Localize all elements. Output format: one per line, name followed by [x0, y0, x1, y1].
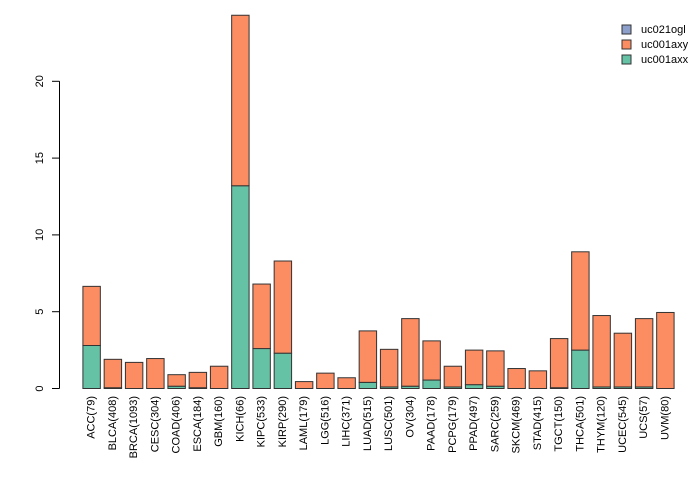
bar-segment-uc001axy [613, 332, 633, 388]
x-tick-label: TGCT(150) [553, 396, 565, 452]
x-tick-label: PCPG(179) [447, 396, 459, 453]
bar-segment-uc001axy [358, 330, 378, 383]
bars-group [82, 14, 675, 390]
bar-segment-uc001axy [401, 318, 420, 387]
bar-segment-uc001axy [188, 371, 208, 389]
bar-segment-uc001axx [82, 344, 101, 389]
legend-swatch [621, 24, 632, 35]
bar-segment-uc001axx [231, 185, 250, 389]
bar-segment-uc001axx [464, 384, 484, 390]
x-tick-label: BRCA(1093) [128, 396, 140, 458]
x-tick-label: LIHC(371) [341, 396, 353, 447]
bar-segment-uc001axy [464, 349, 484, 386]
bar-segment-uc001axy [82, 285, 101, 346]
bar-segment-uc001axy [422, 340, 441, 381]
y-tick-label: 15 [34, 152, 46, 164]
bar-segment-uc001axx [273, 352, 293, 390]
x-tick-label: LUAD(515) [362, 396, 374, 451]
bar-segment-uc001axy [294, 381, 314, 389]
bar-segment-uc001axy [252, 283, 271, 350]
bar-segment-uc001axy [273, 260, 293, 354]
bar-segment-uc001axy [507, 368, 526, 389]
bar-segment-uc001axy [124, 361, 144, 390]
legend-label: uc021ogl [641, 24, 686, 36]
x-tick-label: UCEC(545) [617, 396, 629, 453]
x-tick-label: LUSC(501) [383, 396, 395, 451]
bar-segment-uc001axy [209, 365, 229, 390]
x-tick-label: SKCM(469) [511, 396, 523, 453]
y-tick-label: 20 [34, 75, 46, 87]
x-tick-label: ACC(79) [86, 396, 98, 439]
bar-segment-uc001axy [549, 338, 569, 389]
x-tick-label: BLCA(408) [107, 396, 119, 450]
legend-label: uc001axy [641, 39, 689, 51]
bar-segment-uc001axy [103, 358, 123, 389]
bar-segment-uc001axy [146, 358, 165, 389]
x-tick-label: THCA(501) [574, 396, 586, 452]
y-tick-label: 10 [34, 229, 46, 241]
y-tick-label: 0 [34, 385, 46, 391]
x-tick-label: PPAD(497) [468, 396, 480, 451]
x-tick-label: GBM(160) [213, 396, 225, 447]
x-tick-label: COAD(406) [171, 396, 183, 453]
legend-swatch [621, 54, 632, 65]
y-axis: 0 5 10 15 20 [34, 75, 60, 392]
y-tick-label: 5 [34, 309, 46, 315]
x-tick-label: KIPC(533) [256, 396, 268, 447]
bar-segment-uc001axy [231, 14, 250, 187]
bar-segment-uc001axx [252, 348, 271, 389]
bar-segment-uc001axy [571, 251, 590, 351]
x-tick-label: STAD(415) [532, 396, 544, 450]
bar-segment-uc001axy [592, 315, 611, 388]
x-tick-label: UVM(80) [659, 396, 671, 440]
bar-segment-uc001axy [486, 350, 505, 387]
bar-segment-uc001axx [571, 349, 590, 390]
bar-segment-uc001axy [316, 372, 335, 390]
x-tick-label: KICH(66) [234, 396, 246, 442]
x-tick-label: UCS(57) [638, 396, 650, 439]
legend: uc021ogl uc001axy uc001axx [621, 24, 689, 66]
x-tick-label: THYM(120) [596, 396, 608, 453]
x-tick-label: LAML(179) [298, 396, 310, 450]
x-axis: ACC(79) BLCA(408) BRCA(1093) CESC(304) COAD(… [86, 396, 672, 458]
bar-segment-uc001axy [443, 365, 463, 388]
bar-segment-uc001axy [528, 370, 548, 389]
x-tick-label: OV(304) [404, 396, 416, 438]
bar-segment-uc001axx [422, 379, 441, 389]
x-tick-label: CESC(304) [149, 396, 161, 452]
bar-segment-uc001axy [634, 318, 654, 388]
bar-segment-uc001axy [167, 374, 186, 387]
x-tick-label: KIRP(290) [277, 396, 289, 447]
bar-segment-uc001axy [656, 311, 675, 389]
x-tick-label: ESCA(184) [192, 396, 204, 452]
x-tick-label: PAAD(178) [426, 396, 438, 451]
legend-swatch [621, 39, 632, 50]
bar-segment-uc001axx [358, 381, 378, 389]
bar-segment-uc001axy [379, 348, 399, 388]
x-tick-label: LGG(516) [319, 396, 331, 445]
bar-segment-uc001axy [337, 377, 356, 389]
legend-label: uc001axx [641, 54, 689, 66]
x-tick-label: SARC(259) [489, 396, 501, 452]
